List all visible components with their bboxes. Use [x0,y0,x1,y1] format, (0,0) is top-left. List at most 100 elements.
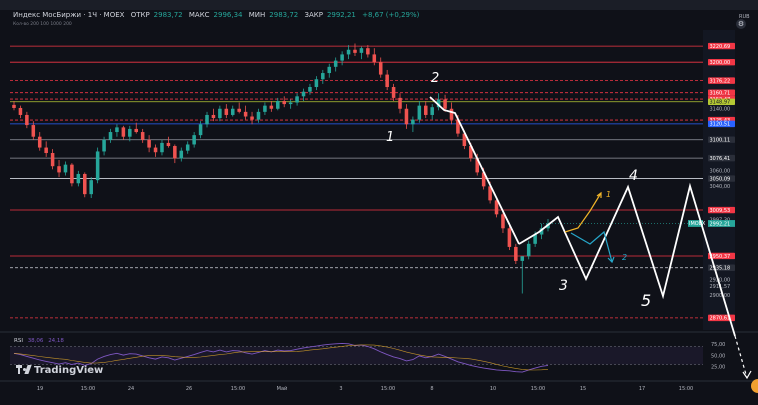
candle-body [456,119,460,134]
candle-body [134,128,139,133]
price-axis-tick: 3040,00 [710,184,731,190]
price-level-tag: 3160,71 [710,90,731,96]
candle-body [398,97,402,109]
candle-body [430,107,434,115]
candle-body [185,144,190,151]
price-level-tag: 3050,09 [710,176,731,182]
candle-body [295,96,299,103]
tradingview-logo-icon [16,365,32,374]
candle-body [263,105,267,112]
candle-body [276,100,280,109]
candle-body [501,214,505,229]
candle-body [37,136,42,148]
candle-body [443,99,447,109]
currency-label[interactable]: RUB [739,14,750,20]
scenario-down-line[interactable] [570,230,613,263]
candle-body [25,114,29,126]
candle-body [526,243,531,257]
price-level-tag-bg [708,120,735,128]
close-label: ЗАКР [304,11,323,19]
rsi-axis-tick: 25,00 [711,365,725,371]
high-value: 2996,34 [213,11,243,19]
rsi-line [13,342,549,373]
candle-body [436,99,441,108]
time-axis-label: 26 [186,386,192,392]
candle-body [95,151,100,181]
candle-body [224,108,229,115]
candle-body [404,108,409,125]
candle-body [488,186,492,201]
candle-body [57,166,61,173]
low-label: МИН [248,11,266,19]
candle-body [83,173,87,195]
candle-body [108,132,113,140]
rsi-label: RSI [14,338,23,344]
candle-body [76,173,81,184]
candle-body [269,105,274,109]
price-level-tag-bg [708,77,735,84]
candle-body [475,158,479,173]
candle-body [372,54,377,63]
price-level-tag-bg [708,136,735,143]
symbol-title[interactable]: Индекс МосБиржи · 1Ч · MOEX [13,11,125,19]
open-label: ОТКР [130,11,150,19]
candle-body [160,142,164,153]
candle-body [230,108,235,115]
candle-body [314,79,319,88]
rsi-band [10,346,703,365]
close-value: 2992,21 [326,11,356,19]
last-price-tag-bg [708,220,735,227]
candle-body [282,100,286,105]
time-axis-label: 17 [639,386,645,392]
candle-body [449,108,454,120]
price-level-tag: 3220,69 [710,44,731,50]
candle-body [481,172,486,187]
candle-body [211,114,216,119]
time-axis-label: Май [277,385,288,392]
price-level-tag-bg [708,89,735,96]
price-level-tag: 3176,22 [710,78,731,84]
price-level-tag: 2950,37 [710,254,731,260]
candle-body [321,73,325,80]
price-level-tag: 3076,41 [710,156,731,162]
rsi-axis-tick: 50,00 [711,353,725,359]
candle-body [31,125,36,137]
wave-projection-line[interactable] [518,182,736,337]
candle-body [520,256,525,261]
candle-body [333,60,338,67]
price-level-tag: 3009,53 [710,208,731,214]
candle-body [121,127,126,137]
arrow-down-small-icon [607,256,615,264]
time-axis-label: 15:00 [679,386,693,392]
candle-body [63,164,68,173]
candle-body [514,246,518,261]
avatar[interactable] [751,379,758,393]
high-label: МАКС [188,11,210,19]
candle-body [359,48,364,53]
candle-body [70,164,74,184]
candle-body [533,234,537,244]
candle-body [539,228,544,235]
candle-body [417,105,422,120]
candle-body [243,111,248,117]
wave-down-line[interactable] [429,96,520,245]
candle-body [44,147,48,153]
scenario-up-line[interactable] [564,192,602,233]
time-axis-label: 3 [339,386,342,392]
price-level-tag-bg [708,98,735,105]
candle-body [391,87,396,98]
price-level-tag-bg [708,58,735,66]
settings-icon[interactable]: ⚙ [736,19,746,29]
time-axis-label: 10 [490,386,496,392]
candle-body [50,153,55,167]
rsi-axis-tick: 75,00 [711,342,725,348]
time-axis-label: 15:00 [231,386,245,392]
wave-label: 4 [629,168,638,184]
candle-body [140,132,145,140]
price-level-tag-bg [708,175,735,182]
candle-body [166,142,171,147]
tradingview-logo[interactable]: TradingView [16,365,103,376]
time-axis-label: 19 [37,386,43,392]
wave-label: 1 [386,130,394,145]
